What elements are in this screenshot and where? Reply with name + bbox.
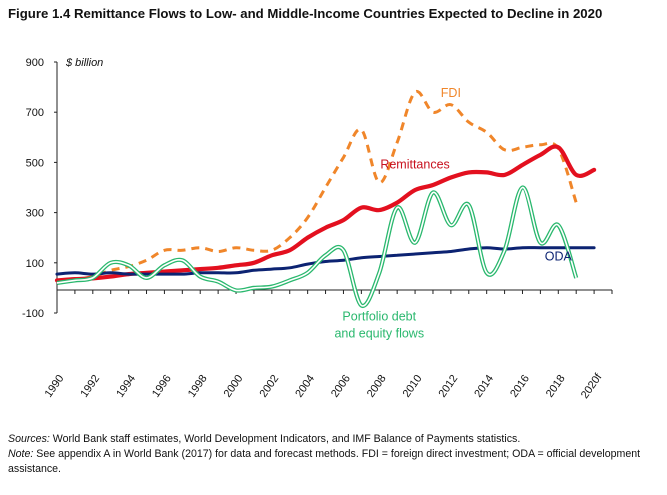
x-tick-label: 2012	[436, 373, 460, 400]
sources-label: Sources:	[8, 433, 50, 445]
x-tick-label: 2018	[544, 373, 568, 400]
y-tick-label: 700	[26, 107, 44, 119]
portfolio-debt-and-equity-flows-line-inner	[56, 186, 577, 307]
note-label: Note:	[8, 448, 34, 460]
sources-text: World Bank staff estimates, World Develo…	[49, 433, 521, 445]
x-tick-label: 1998	[186, 373, 210, 400]
sources-line: Sources: World Bank staff estimates, Wor…	[8, 432, 658, 447]
x-tick-label: 2002	[257, 373, 281, 400]
y-tick-label: 500	[26, 157, 44, 169]
x-tick-label: 1994	[114, 373, 138, 400]
x-tick-label: 1990	[43, 373, 67, 400]
chart-title: Figure 1.4 Remittance Flows to Low- and …	[8, 6, 603, 21]
chart-footnotes: Sources: World Bank staff estimates, Wor…	[8, 432, 658, 477]
fdi-line	[56, 89, 578, 282]
y-tick-label: 900	[26, 57, 44, 69]
x-tick-label: 2016	[508, 373, 532, 400]
note-text: See appendix A in World Bank (2017) for …	[8, 448, 641, 475]
x-tick-label: 2006	[329, 373, 353, 400]
annotation-oda: ODA	[545, 249, 573, 263]
x-tick-label: 2014	[472, 373, 496, 400]
y-tick-label: -100	[22, 308, 44, 320]
x-tick-label: 2000	[222, 373, 246, 400]
x-tick-label: 2020f	[579, 371, 605, 401]
annotation-remittances: Remittances	[380, 158, 449, 172]
annotation-and-equity-flows: and equity flows	[334, 326, 424, 340]
y-axis-label: $ billion	[65, 57, 103, 69]
x-tick-label: 2004	[293, 373, 317, 400]
chart-canvas: -100 100 300 500 700 900 $ billion 1990 1992 1994…	[22, 57, 613, 401]
y-tick-label: 100	[26, 258, 44, 270]
x-tick-label: 2010	[401, 373, 425, 400]
x-tick-label: 2008	[365, 373, 389, 400]
annotation-portfolio-debt: Portfolio debt	[342, 310, 416, 324]
y-tick-label: 300	[26, 208, 44, 220]
annotation-fdi: FDI	[441, 86, 461, 100]
x-tick-label: 1992	[78, 373, 102, 400]
x-tick-label: 1996	[150, 373, 174, 400]
note-line: Note: See appendix A in World Bank (2017…	[8, 447, 658, 477]
